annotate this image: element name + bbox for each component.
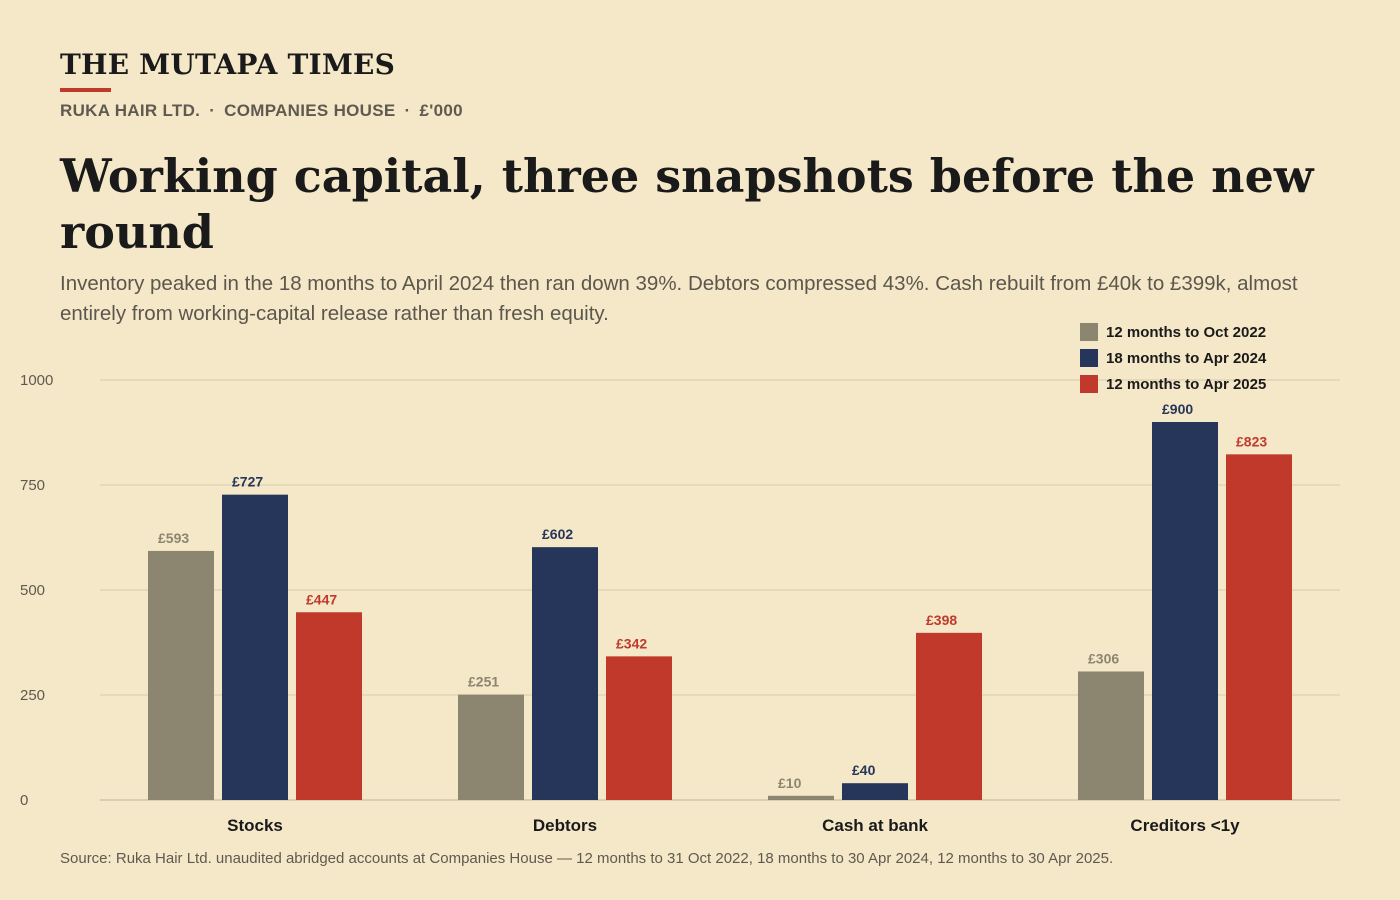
kicker-source: COMPANIES HOUSE xyxy=(224,101,396,120)
bar-value-label: £342 xyxy=(616,635,647,651)
kicker-company: RUKA HAIR LTD. xyxy=(60,101,201,120)
bar xyxy=(532,547,598,800)
bar-value-label: £727 xyxy=(232,474,263,490)
legend-label: 12 months to Apr 2025 xyxy=(1106,375,1267,393)
y-tick-label: 250 xyxy=(20,687,45,704)
kicker-separator: · xyxy=(209,101,216,120)
masthead: THE MUTAPA TIMES xyxy=(60,48,396,81)
x-category-label: Stocks xyxy=(227,816,283,835)
y-tick-label: 500 xyxy=(20,582,45,599)
bar xyxy=(768,795,834,800)
legend-swatch xyxy=(1080,349,1098,367)
bar-value-label: £10 xyxy=(778,775,802,791)
bar xyxy=(148,550,214,800)
legend-item: 12 months to Oct 2022 xyxy=(1080,319,1266,345)
bar-value-label: £447 xyxy=(306,591,337,607)
y-tick-label: 1000 xyxy=(20,372,53,389)
legend-item: 18 months to Apr 2024 xyxy=(1080,345,1266,371)
bar-value-label: £900 xyxy=(1162,401,1193,417)
bar-value-label: £602 xyxy=(542,526,573,542)
standfirst: Inventory peaked in the 18 months to Apr… xyxy=(60,272,1298,325)
y-tick-label: 0 xyxy=(20,792,28,809)
bar xyxy=(842,783,908,800)
bar xyxy=(222,494,288,800)
bar-value-label: £398 xyxy=(926,612,957,628)
bar-value-label: £823 xyxy=(1236,433,1267,449)
bar xyxy=(458,694,524,800)
legend-label: 12 months to Oct 2022 xyxy=(1106,323,1267,341)
chart-legend: 12 months to Oct 2022 18 months to Apr 2… xyxy=(1080,319,1266,397)
bar xyxy=(606,656,672,800)
legend-item: 12 months to Apr 2025 xyxy=(1080,371,1266,397)
kicker-separator: · xyxy=(404,101,411,120)
source-note: Source: Ruka Hair Ltd. unaudited abridge… xyxy=(60,850,1114,867)
legend-swatch xyxy=(1080,375,1098,393)
bar-value-label: £40 xyxy=(852,762,876,778)
bar-value-label: £306 xyxy=(1088,650,1119,666)
kicker-unit: £'000 xyxy=(419,101,463,120)
bar xyxy=(916,632,982,800)
bar xyxy=(1152,422,1218,800)
masthead-rule xyxy=(60,88,111,92)
legend-swatch xyxy=(1080,323,1098,341)
kicker: RUKA HAIR LTD. · COMPANIES HOUSE · £'000 xyxy=(60,101,463,121)
x-category-label: Creditors <1y xyxy=(1130,816,1240,835)
bar xyxy=(1226,454,1292,800)
legend-label: 18 months to Apr 2024 xyxy=(1106,349,1267,367)
bar-value-label: £593 xyxy=(158,530,189,546)
y-tick-label: 750 xyxy=(20,477,45,494)
headline: Working capital, three snapshots before … xyxy=(60,149,1314,259)
x-category-label: Debtors xyxy=(533,816,597,835)
x-category-label: Cash at bank xyxy=(822,816,928,835)
bar xyxy=(1078,671,1144,800)
bar xyxy=(296,612,362,800)
bar-value-label: £251 xyxy=(468,674,499,690)
